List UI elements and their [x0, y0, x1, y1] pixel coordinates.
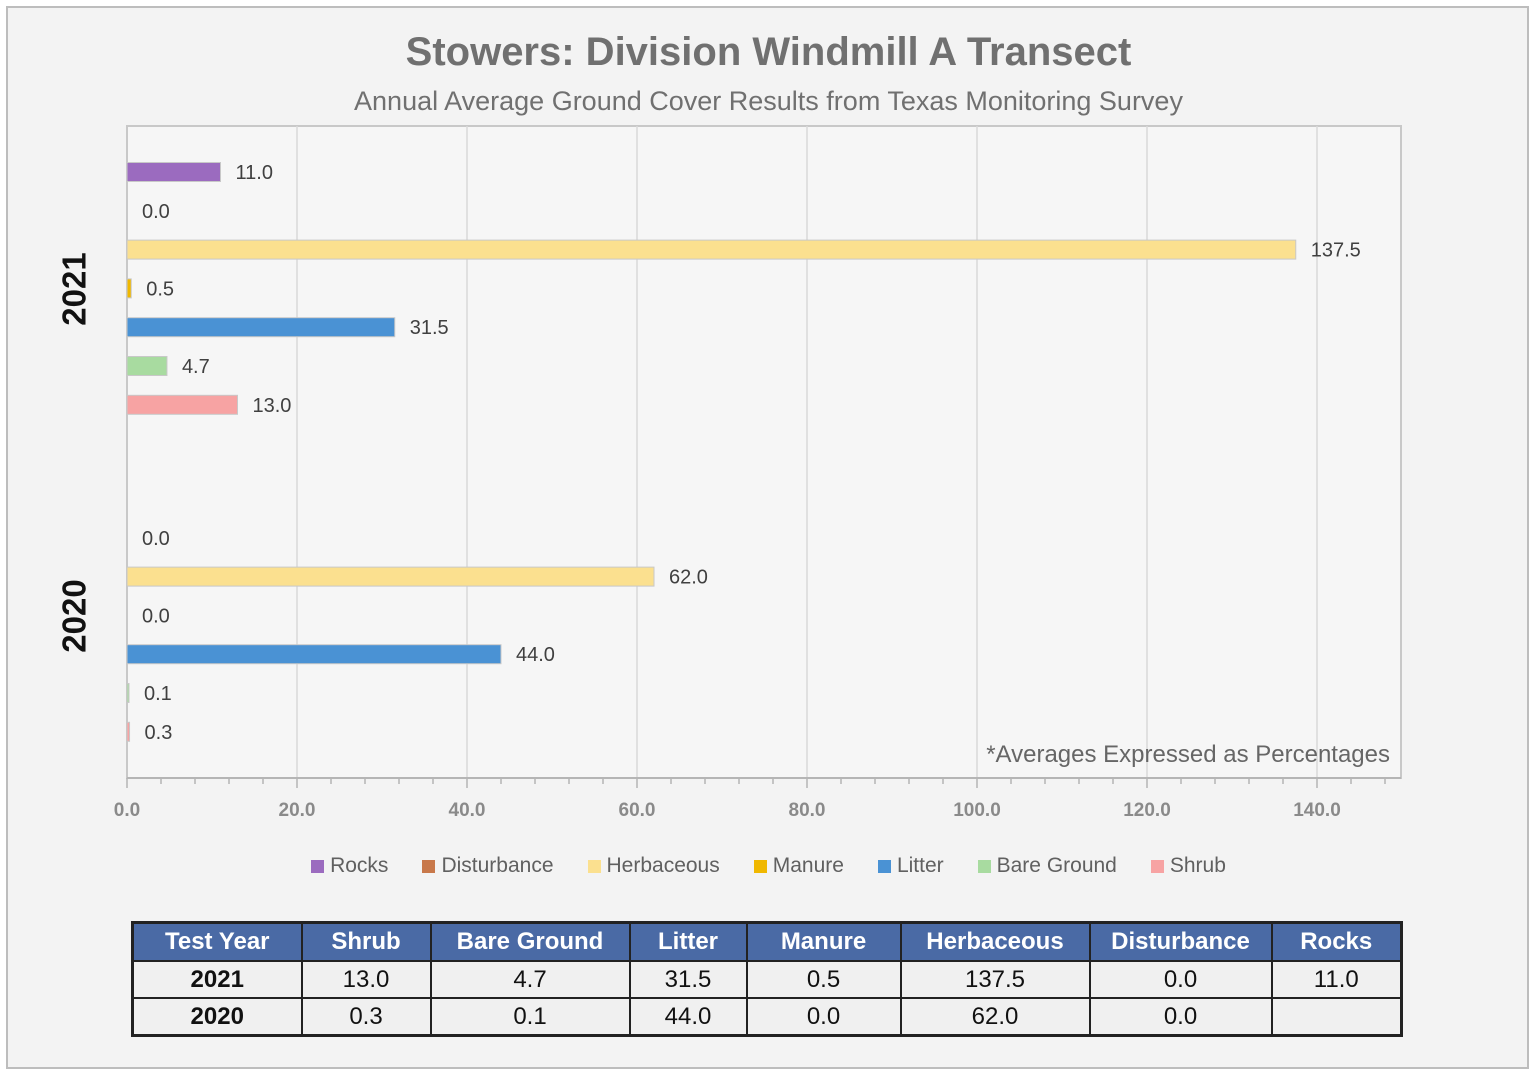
table-cell: 0.0: [1088, 960, 1273, 999]
legend-swatch: [587, 859, 601, 873]
legend-swatch: [977, 859, 991, 873]
table-cell: 62.0: [899, 997, 1091, 1037]
table-header-cell: Test Year: [131, 921, 303, 962]
legend-item-herbaceous: Herbaceous: [587, 854, 720, 878]
legend-item-bare-ground: Bare Ground: [977, 854, 1117, 878]
legend-swatch: [311, 859, 325, 873]
legend-item-disturbance: Disturbance: [422, 854, 554, 878]
plot-area: [126, 125, 1402, 779]
legend-item-rocks: Rocks: [311, 854, 388, 878]
legend-item-manure: Manure: [753, 854, 844, 878]
data-label-2021-rocks: 11.0: [236, 162, 273, 184]
bar-2020-bare-ground: [126, 683, 130, 703]
data-label-2021-shrub: 13.0: [253, 395, 292, 417]
table-row: 2021 13.0 4.7 31.5 0.5 137.5 0.0 11.0: [131, 960, 1403, 999]
table-cell: 11.0: [1270, 960, 1403, 999]
x-tick-label: 20.0: [279, 800, 316, 821]
data-label-2021-disturbance: 0.0: [142, 201, 170, 223]
table-cell: 31.5: [628, 960, 748, 999]
legend-swatch: [877, 859, 891, 873]
table-header-cell: Disturbance: [1088, 921, 1273, 962]
data-label-2020-disturbance: 0.0: [142, 528, 170, 550]
legend-swatch: [1150, 859, 1164, 873]
data-table: Test Year Shrub Bare Ground Litter Manure Her…: [131, 921, 1403, 1037]
legend-item-litter: Litter: [877, 854, 944, 878]
bar-2020-litter: [126, 644, 502, 665]
table-cell: 2020: [131, 997, 303, 1037]
x-tick-label: 40.0: [449, 800, 486, 821]
legend-item-shrub: Shrub: [1150, 854, 1226, 878]
data-label-2020-shrub: 0.3: [145, 722, 173, 744]
bar-chart: 0.0 20.0 40.0 60.0 80.0 100.0 120.0 140.0 2021 11…: [56, 125, 1402, 821]
x-tick-label: 140.0: [1293, 800, 1341, 821]
bar-2020-herbaceous: [126, 566, 655, 587]
legend-label: Manure: [772, 854, 844, 877]
data-label-2020-bare-ground: 0.1: [144, 683, 172, 705]
bar-2021-manure: [126, 278, 132, 299]
data-label-2021-manure: 0.5: [146, 278, 174, 300]
bar-2021-litter: [126, 317, 396, 338]
table-row: 2020 0.3 0.1 44.0 0.0 62.0 0.0: [131, 997, 1403, 1037]
data-label-2021-herbaceous: 137.5: [1311, 240, 1361, 262]
data-label-2020-herbaceous: 62.0: [669, 567, 708, 589]
legend-label: Disturbance: [441, 854, 554, 877]
x-tick-label: 100.0: [953, 800, 1001, 821]
table-body: 2021 13.0 4.7 31.5 0.5 137.5 0.0 11.0 2020 0.3 0.1…: [131, 960, 1403, 1037]
bar-2021-rocks: [126, 162, 221, 182]
table-cell: 2021: [131, 960, 303, 999]
legend-swatch: [753, 859, 767, 873]
chart-subtitle: Annual Average Ground Cover Results from…: [354, 86, 1183, 116]
chart-title: Stowers: Division Windmill A Transect: [405, 30, 1132, 74]
table-header-row: Test Year Shrub Bare Ground Litter Manure Her…: [131, 921, 1403, 962]
table-cell: 4.7: [429, 960, 631, 999]
x-tick-label: 80.0: [789, 800, 826, 821]
table-cell: 0.0: [1088, 997, 1273, 1037]
bar-2021-bare-ground: [126, 356, 168, 376]
data-label-2020-litter: 44.0: [516, 644, 555, 666]
chart-legend: Rocks Disturbance Herbaceous Manure Litter Ba…: [0, 854, 1537, 878]
table-cell: 13.0: [300, 960, 432, 999]
table-cell: 0.0: [745, 997, 902, 1037]
table-header-cell: Bare Ground: [429, 921, 631, 962]
legend-label: Rocks: [330, 854, 389, 877]
table-header-cell: Rocks: [1270, 921, 1403, 962]
table-cell: 0.1: [429, 997, 631, 1037]
table-cell: 44.0: [628, 997, 748, 1037]
table-cell: 137.5: [899, 960, 1091, 999]
legend-label: Herbaceous: [606, 854, 720, 877]
chart-note: *Averages Expressed as Percentages: [986, 741, 1390, 768]
bar-2021-herbaceous: [126, 239, 1297, 260]
table-header-cell: Herbaceous: [899, 921, 1091, 962]
legend-label: Bare Ground: [996, 854, 1117, 877]
x-tick-label: 120.0: [1123, 800, 1171, 821]
table-header-cell: Manure: [745, 921, 902, 962]
x-tick-label: 60.0: [619, 800, 656, 821]
table-cell: 0.5: [745, 960, 902, 999]
legend-label: Litter: [896, 854, 944, 877]
x-tick-label: 0.0: [114, 800, 140, 821]
data-label-2021-litter: 31.5: [410, 317, 449, 339]
table-cell: 0.3: [300, 997, 432, 1037]
data-label-2020-manure: 0.0: [142, 605, 170, 627]
legend-label: Shrub: [1169, 854, 1226, 877]
bar-2021-shrub: [126, 394, 238, 415]
legend-swatch: [422, 859, 436, 873]
table-cell: [1270, 997, 1403, 1037]
bar-2020-shrub: [126, 721, 131, 742]
table-header-cell: Shrub: [300, 921, 432, 962]
group-label-2021: 2021: [56, 252, 93, 325]
group-label-2020: 2020: [56, 579, 93, 652]
data-label-2021-bare-ground: 4.7: [182, 356, 210, 378]
table-header-cell: Litter: [628, 921, 748, 962]
